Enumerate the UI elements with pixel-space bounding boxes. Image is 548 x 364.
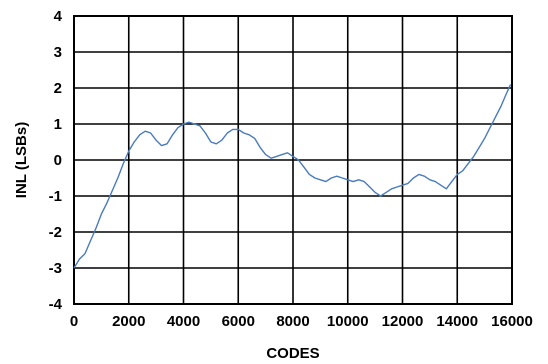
x-tick-label: 12000 bbox=[382, 313, 424, 330]
x-tick-label: 0 bbox=[70, 313, 78, 330]
x-tick-labels: 0 2000 4000 6000 8000 10000 12000 14000 16000 bbox=[70, 313, 533, 330]
y-tick-label: 2 bbox=[54, 80, 62, 97]
x-axis-title: CODES bbox=[266, 345, 319, 362]
grid bbox=[74, 16, 512, 304]
y-tick-label: 1 bbox=[54, 116, 62, 133]
x-tick-label: 14000 bbox=[436, 313, 478, 330]
x-tick-label: 4000 bbox=[167, 313, 200, 330]
y-tick-label: -4 bbox=[49, 296, 63, 313]
x-tick-label: 2000 bbox=[112, 313, 145, 330]
y-tick-label: -1 bbox=[49, 188, 62, 205]
y-axis-title: INL (LSBs) bbox=[13, 122, 30, 198]
x-tick-label: 6000 bbox=[222, 313, 255, 330]
x-tick-label: 16000 bbox=[491, 313, 533, 330]
y-tick-label: -3 bbox=[49, 260, 62, 277]
y-tick-label: 4 bbox=[54, 8, 63, 25]
y-tick-label: -2 bbox=[49, 224, 62, 241]
x-tick-label: 8000 bbox=[276, 313, 309, 330]
y-tick-label: 3 bbox=[54, 44, 62, 61]
x-tick-label: 10000 bbox=[327, 313, 369, 330]
inl-series-line bbox=[73, 84, 512, 269]
y-tick-labels: 4 3 2 1 0 -1 -2 -3 -4 bbox=[49, 8, 63, 313]
y-tick-label: 0 bbox=[54, 152, 62, 169]
